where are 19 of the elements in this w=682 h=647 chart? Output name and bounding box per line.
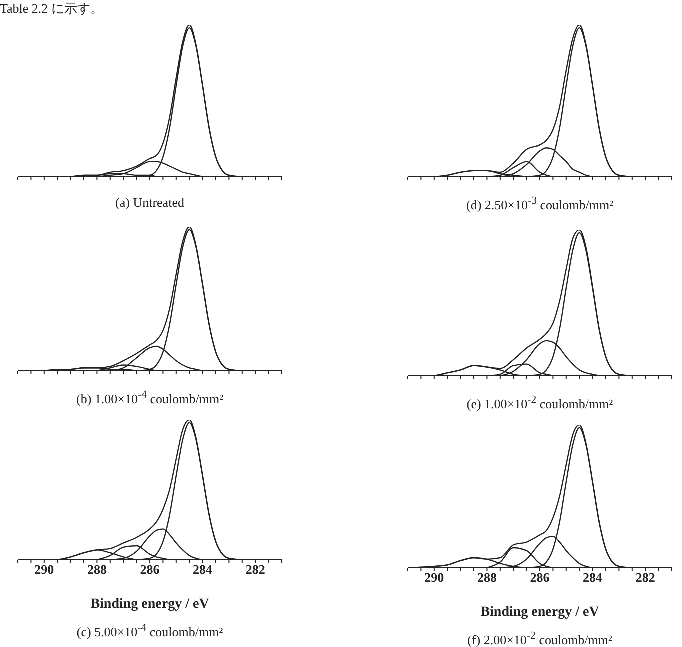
x-tick-label: 282 xyxy=(246,562,266,578)
text: (d) 2.50×10$^{-3}$ coulomb/mm² xyxy=(465,195,614,214)
x-tick-label: 290 xyxy=(34,562,54,578)
x-tick-label: 282 xyxy=(636,570,656,586)
x-tick-label: 288 xyxy=(477,570,498,586)
x-tick-label: 284 xyxy=(193,562,214,578)
text: (b) 1.00×10$^{-4}$ coulomb/mm² xyxy=(75,389,224,408)
x-tick-label: 284 xyxy=(583,570,604,586)
text: (e) 1.00×10$^{-2}$ coulomb/mm² xyxy=(466,394,614,412)
text: (f) 2.00×10$^{-2}$ coulomb/mm² xyxy=(466,630,614,647)
x-tick-label: 290 xyxy=(424,570,444,586)
x-axis-title: Binding energy / eV xyxy=(90,597,210,612)
text: (c) 5.00×10$^{-4}$ coulomb/mm² xyxy=(76,622,224,640)
x-axis-title: Binding energy / eV xyxy=(480,605,600,620)
text: (a) Untreated xyxy=(114,195,186,211)
x-tick-label: 286 xyxy=(140,562,160,578)
x-tick-label: 286 xyxy=(530,570,550,586)
caption: Table 2.2 に示す。 xyxy=(0,0,104,18)
x-tick-label: 288 xyxy=(87,562,108,578)
